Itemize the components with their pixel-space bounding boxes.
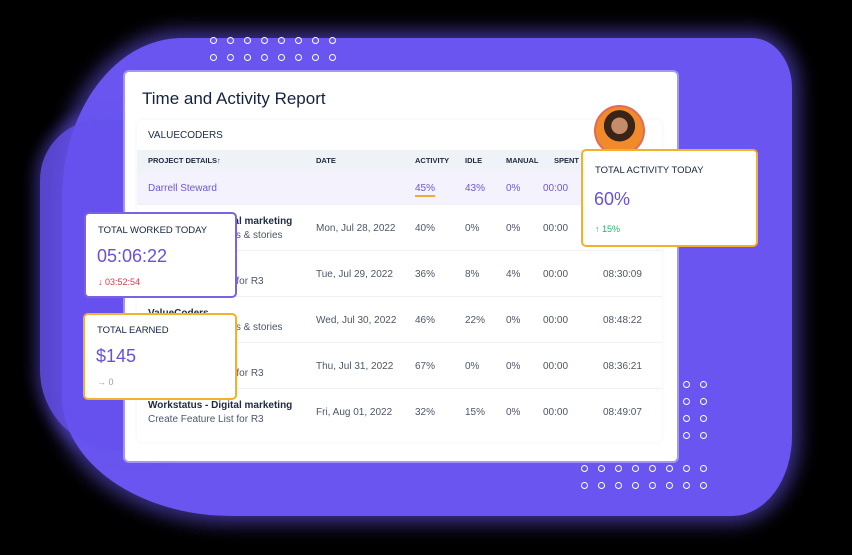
total-activity-card: TOTAL ACTIVITY TODAY 60% ↑ 15%	[581, 149, 758, 247]
manual-cell: 0%	[506, 223, 521, 234]
project-name: Workstatus - Digital marketing	[148, 400, 293, 411]
task-name: Create Feature List for R3	[148, 414, 264, 425]
total-cell: 08:49:07	[603, 407, 642, 418]
summary-row[interactable]: Darrell Steward 45% 43% 0% 00:00	[137, 171, 662, 204]
company-name: VALUECODERS	[148, 130, 223, 141]
activity-cell: 32%	[415, 407, 436, 418]
report-title: Time and Activity Report	[142, 89, 326, 108]
activity-cell: 67%	[415, 361, 436, 372]
table-row[interactable]: Workstatus - Digital marketing Create Fe…	[137, 388, 662, 434]
column-manual[interactable]: MANUAL	[506, 156, 539, 165]
total-cell: 08:48:22	[603, 315, 642, 326]
total-earned-card: TOTAL EARNED $145 → 0	[83, 313, 237, 400]
manual-cell: 4%	[506, 269, 521, 280]
date-cell: Thu, Jul 31, 2022	[316, 361, 394, 372]
column-project-details[interactable]: PROJECT DETAILS↑	[148, 156, 221, 165]
date-cell: Fri, Aug 01, 2022	[316, 407, 393, 418]
date-cell: Wed, Jul 30, 2022	[316, 315, 397, 326]
earned-value: $145	[96, 346, 137, 366]
summary-idle: 43%	[465, 183, 486, 194]
date-cell: Mon, Jul 28, 2022	[316, 223, 396, 234]
column-idle[interactable]: IDLE	[465, 156, 483, 165]
table-header: PROJECT DETAILS↑ DATE ACTIVITY IDLE MANU…	[137, 150, 662, 171]
manual-cell: 0%	[506, 361, 521, 372]
idle-cell: 22%	[465, 315, 486, 326]
spent-cell: 00:00	[543, 361, 569, 372]
activity-value: 60%	[594, 189, 631, 209]
total-cell: 08:30:09	[603, 269, 642, 280]
date-cell: Tue, Jul 29, 2022	[316, 269, 393, 280]
manual-cell: 0%	[506, 315, 521, 326]
summary-spent: 00:00	[543, 183, 569, 194]
idle-cell: 0%	[465, 223, 480, 234]
idle-cell: 8%	[465, 269, 480, 280]
activity-label: TOTAL ACTIVITY TODAY	[595, 165, 704, 176]
dot-pattern-right	[678, 376, 712, 444]
earned-delta: → 0	[97, 377, 114, 387]
activity-cell: 40%	[415, 223, 436, 234]
summary-activity: 45%	[415, 183, 436, 197]
spent-cell: 00:00	[543, 223, 569, 234]
manual-cell: 0%	[506, 407, 521, 418]
activity-cell: 46%	[415, 315, 436, 326]
idle-cell: 15%	[465, 407, 486, 418]
total-worked-card: TOTAL WORKED TODAY 05:06:22 ↓ 03:52:54	[84, 212, 237, 298]
idle-cell: 0%	[465, 361, 480, 372]
spent-cell: 00:00	[543, 269, 569, 280]
worked-value: 05:06:22	[97, 246, 168, 266]
dot-pattern-top	[205, 32, 341, 66]
user-name[interactable]: Darrell Steward	[148, 183, 217, 194]
spent-cell: 00:00	[543, 407, 569, 418]
summary-manual: 0%	[506, 183, 521, 194]
activity-cell: 36%	[415, 269, 436, 280]
worked-label: TOTAL WORKED TODAY	[98, 225, 208, 236]
column-date[interactable]: DATE	[316, 156, 336, 165]
activity-delta: ↑ 15%	[595, 224, 621, 234]
total-cell: 08:36:21	[603, 361, 642, 372]
worked-delta: ↓ 03:52:54	[98, 277, 141, 287]
column-activity[interactable]: ACTIVITY	[415, 156, 450, 165]
column-spent[interactable]: SPENT	[554, 156, 580, 165]
dot-pattern-bottom	[576, 460, 712, 494]
spent-cell: 00:00	[543, 315, 569, 326]
earned-label: TOTAL EARNED	[97, 325, 169, 336]
